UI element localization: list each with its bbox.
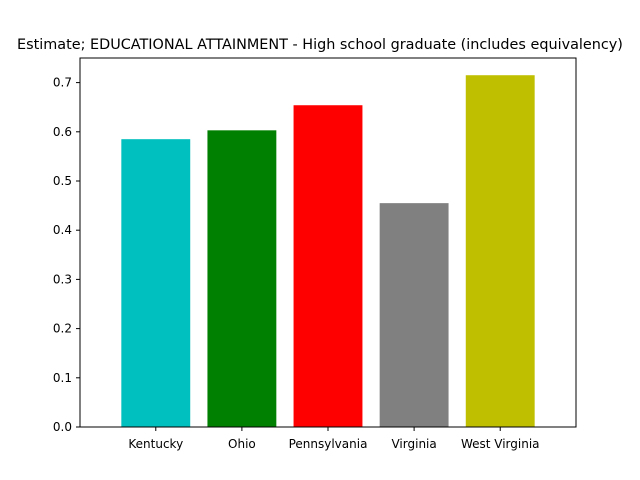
bar-west-virginia — [465, 75, 535, 427]
y-tick-label: 0.1 — [53, 371, 72, 385]
x-axis-ticks: Kentucky Ohio Pennsylvania Virginia West Vir… — [128, 427, 540, 451]
x-tick-label: Pennsylvania — [289, 437, 368, 451]
x-tick-label: Kentucky — [128, 437, 183, 451]
bars-group — [121, 75, 535, 428]
y-tick-label: 0.7 — [53, 76, 72, 90]
bar-ohio — [207, 130, 277, 427]
bar-kentucky — [121, 139, 191, 427]
y-tick-label: 0.4 — [53, 223, 72, 237]
axes-frame — [79, 57, 577, 428]
y-tick-label: 0.6 — [53, 125, 72, 139]
y-tick-label: 0.2 — [53, 322, 72, 336]
y-tick-label: 0.3 — [53, 272, 72, 286]
y-tick-label: 0.0 — [53, 420, 72, 434]
bar-virginia — [379, 203, 449, 427]
x-tick-label: West Virginia — [461, 437, 540, 451]
x-tick-label: Virginia — [391, 437, 436, 451]
bar-pennsylvania — [293, 105, 363, 428]
x-tick-label: Ohio — [228, 437, 256, 451]
y-tick-label: 0.5 — [53, 174, 72, 188]
chart-title: Estimate; EDUCATIONAL ATTAINMENT - High … — [17, 37, 623, 53]
y-axis-ticks: 0.0 0.1 0.2 0.3 0.4 0.5 0.6 0.7 — [53, 76, 80, 434]
